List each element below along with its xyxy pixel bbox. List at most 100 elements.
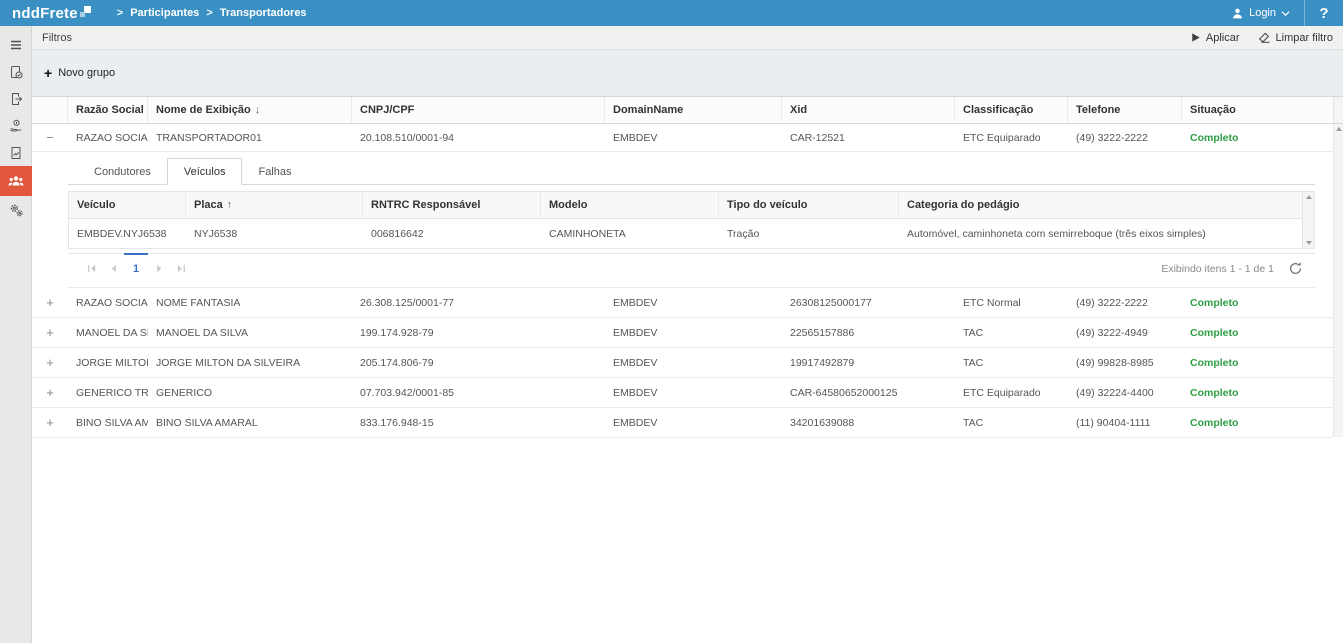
filters-title: Filtros	[42, 31, 72, 44]
cell-cnpj-cpf: 833.176.948-15	[360, 416, 434, 429]
sidebar-item-report[interactable]	[0, 139, 32, 166]
clear-label: Limpar filtro	[1275, 31, 1333, 44]
grid-header-xid[interactable]: Xid	[782, 97, 955, 123]
cell-classificacao: ETC Normal	[963, 296, 1021, 309]
sort-desc-icon: ↓	[254, 104, 261, 116]
table-row-expanded[interactable]: − RAZAO SOCIAL S... TRANSPORTADOR01 20.1…	[32, 124, 1333, 152]
cell-classificacao: TAC	[963, 326, 984, 339]
apply-play-icon	[1192, 33, 1200, 42]
grid-header-expand	[32, 97, 68, 123]
cell-rntrc: 006816642	[371, 227, 424, 240]
cell-telefone: (49) 3222-2222	[1076, 131, 1148, 144]
cell-telefone: (49) 99828-8985	[1076, 356, 1154, 369]
cell-nome-exibicao: NOME FANTASIA	[156, 296, 241, 309]
table-row[interactable]: + MANOEL DA SILVA MANOEL DA SILVA 199.17…	[32, 318, 1333, 348]
sidebar-item-participants[interactable]	[0, 166, 32, 196]
cell-cnpj-cpf: 205.174.806-79	[360, 356, 434, 369]
cell-razao-social: JORGE MILTON ...	[76, 356, 148, 369]
refresh-button[interactable]	[1288, 261, 1303, 276]
main-content: Filtros Aplicar Limpar filtro + Novo gru…	[32, 26, 1343, 643]
filter-bar: Filtros Aplicar Limpar filtro	[32, 26, 1343, 50]
cell-domainname: EMBDEV	[613, 386, 658, 399]
grid-header-situacao[interactable]: Situação	[1190, 104, 1236, 116]
user-icon	[1233, 8, 1243, 18]
pager-page-1[interactable]: 1	[124, 252, 148, 284]
vehicles-header-placa[interactable]: Placa ↑	[186, 192, 363, 218]
table-row[interactable]: + BINO SILVA AMA... BINO SILVA AMARAL 83…	[32, 408, 1333, 438]
vehicles-header-tipo[interactable]: Tipo do veículo	[719, 192, 899, 218]
sidebar-menu-toggle[interactable]	[0, 31, 32, 58]
pager-prev-button[interactable]	[102, 258, 124, 280]
scroll-up-icon[interactable]	[1305, 195, 1312, 199]
apply-label: Aplicar	[1205, 31, 1240, 44]
table-row[interactable]: + RAZAO SOCIAL NOME FANTASIA 26.308.125/…	[32, 288, 1333, 318]
vehicle-row[interactable]: EMBDEV.NYJ6538 NYJ6538 006816642 CAMINHO…	[69, 219, 1302, 248]
grid-scrollbar[interactable]	[1333, 124, 1343, 437]
grid-header-nome-exibicao[interactable]: Nome de Exibição ↓	[148, 97, 352, 123]
grid-header-domainname[interactable]: DomainName	[605, 97, 782, 123]
clear-filters-button[interactable]: Limpar filtro	[1258, 32, 1333, 44]
expand-row-button[interactable]: +	[46, 385, 54, 400]
expand-row-button[interactable]: +	[46, 415, 54, 430]
cell-xid: CAR-12521	[790, 131, 845, 144]
sidebar-item-payment[interactable]	[0, 112, 32, 139]
coin-hand-icon	[9, 119, 21, 132]
cell-telefone: (49) 32224-4400	[1076, 386, 1154, 399]
cell-domainname: EMBDEV	[613, 356, 658, 369]
cell-classificacao: TAC	[963, 356, 984, 369]
cell-razao-social: GENERICO TRAN...	[76, 386, 148, 399]
app-logo[interactable]: nddFrete	[12, 5, 91, 22]
cell-categoria-pedagio: Automóvel, caminhoneta com semirreboque …	[907, 227, 1206, 240]
last-page-icon	[177, 264, 185, 273]
cell-classificacao: ETC Equiparado	[963, 386, 1041, 399]
breadcrumb-transportadores[interactable]: Transportadores	[219, 7, 307, 19]
vehicles-header-veiculo[interactable]: Veículo	[69, 192, 186, 218]
tab-veiculos[interactable]: Veículos	[166, 158, 243, 185]
apply-filters-button[interactable]: Aplicar	[1190, 32, 1240, 44]
vehicles-header-categoria[interactable]: Categoria do pedágio	[907, 199, 1020, 211]
scroll-up-icon[interactable]	[1335, 127, 1342, 131]
grid-header-cnpj-cpf[interactable]: CNPJ/CPF	[352, 97, 605, 123]
cell-cnpj-cpf: 199.174.928-79	[360, 326, 434, 339]
breadcrumb-participantes[interactable]: Participantes	[130, 7, 200, 19]
pager-next-button[interactable]	[148, 258, 170, 280]
first-page-icon	[87, 264, 95, 273]
help-button[interactable]: ?	[1319, 4, 1329, 22]
table-row[interactable]: + GENERICO TRAN... GENERICO 07.703.942/0…	[32, 378, 1333, 408]
topbar: nddFrete > Participantes > Transportador…	[0, 0, 1343, 26]
expand-row-button[interactable]: +	[46, 295, 54, 310]
login-menu[interactable]: Login	[1217, 0, 1304, 26]
participants-icon	[8, 176, 23, 186]
grid-header-telefone[interactable]: Telefone	[1068, 97, 1182, 123]
vehicles-header-rntrc[interactable]: RNTRC Responsável	[363, 192, 541, 218]
pager-last-button[interactable]	[170, 258, 192, 280]
chevron-down-icon	[1281, 10, 1290, 16]
grid-header: Razão Social Nome de Exibição ↓ CNPJ/CPF …	[32, 96, 1343, 124]
table-row[interactable]: + JORGE MILTON ... JORGE MILTON DA SILVE…	[32, 348, 1333, 378]
pager-info-text: Exibindo itens 1 - 1 de 1	[1161, 262, 1274, 275]
scroll-down-icon[interactable]	[1305, 241, 1312, 245]
new-group-button[interactable]: + Novo grupo	[44, 66, 115, 80]
tab-condutores[interactable]: Condutores	[94, 165, 151, 178]
cell-domainname: EMBDEV	[613, 326, 658, 339]
cell-nome-exibicao: GENERICO	[156, 386, 213, 399]
expand-row-button[interactable]: +	[46, 355, 54, 370]
pager-first-button[interactable]	[80, 258, 102, 280]
tab-falhas[interactable]: Falhas	[258, 165, 292, 178]
grid-header-classificacao[interactable]: Classificação	[955, 97, 1068, 123]
collapse-row-button[interactable]: −	[46, 130, 54, 145]
vehicles-grid: Veículo Placa ↑ RNTRC Responsável Modelo …	[68, 191, 1315, 249]
sidebar-item-compliance[interactable]	[0, 58, 32, 85]
grid-header-razao-social[interactable]: Razão Social	[68, 97, 148, 123]
sidebar-item-export[interactable]	[0, 85, 32, 112]
status-badge: Completo	[1190, 416, 1239, 429]
sidebar	[0, 26, 32, 643]
cell-razao-social: MANOEL DA SILVA	[76, 326, 148, 339]
status-badge: Completo	[1190, 356, 1239, 369]
vehicles-grid-scrollbar[interactable]	[1302, 192, 1314, 248]
cell-nome-exibicao: TRANSPORTADOR01	[156, 131, 262, 144]
sidebar-item-settings[interactable]	[0, 196, 32, 223]
vehicles-header-modelo[interactable]: Modelo	[541, 192, 719, 218]
expand-row-button[interactable]: +	[46, 325, 54, 340]
row-detail-panel: Condutores Veículos Falhas Veículo Placa…	[68, 152, 1315, 288]
